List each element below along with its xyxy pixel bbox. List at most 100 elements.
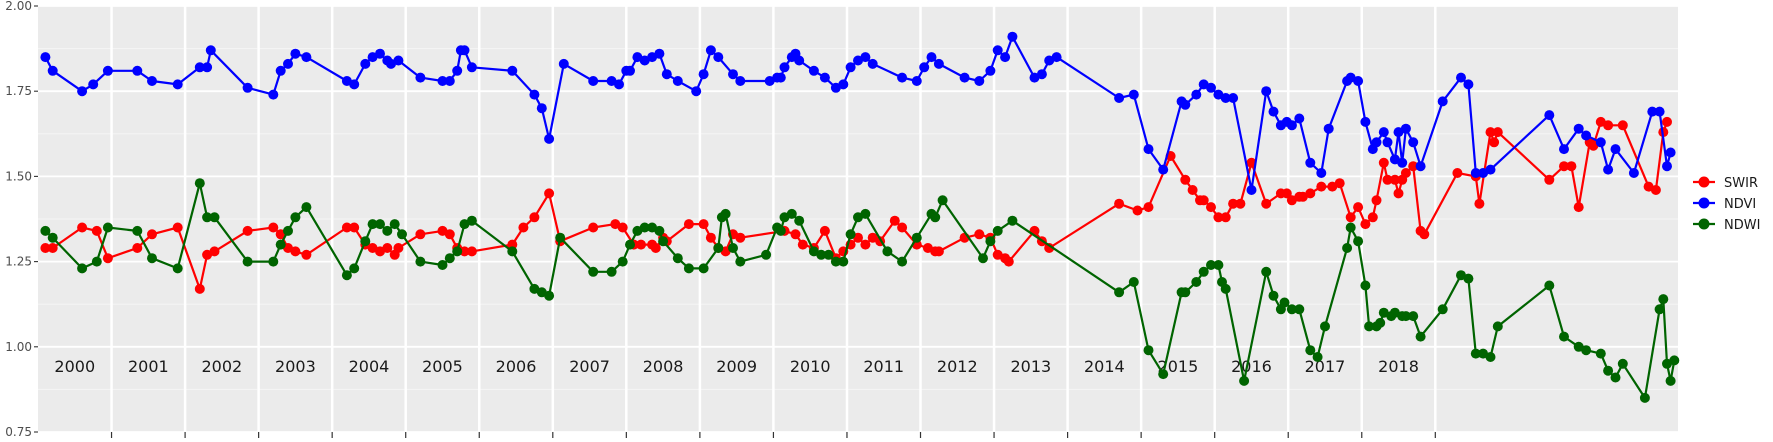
data-point-ndvi — [1191, 89, 1202, 100]
data-point-ndwi — [1463, 273, 1474, 284]
data-point-swir — [349, 222, 360, 233]
year-label: 2011 — [863, 357, 904, 376]
year-label: 2012 — [937, 357, 978, 376]
legend-key-point — [1698, 218, 1710, 230]
data-point-ndvi — [437, 76, 448, 86]
data-point-ndwi — [1191, 277, 1202, 287]
data-point-swir — [1489, 137, 1500, 148]
data-point-ndvi — [1246, 185, 1257, 195]
grid-layer — [38, 5, 1678, 438]
data-point-ndvi — [819, 72, 830, 83]
data-point-ndvi — [933, 58, 944, 69]
year-label: 2004 — [349, 357, 390, 376]
data-point-ndwi — [283, 225, 293, 236]
data-point-ndvi — [507, 65, 518, 76]
data-point-ndvi — [1559, 144, 1569, 155]
data-point-ndvi — [1286, 120, 1297, 131]
data-point-swir — [1180, 174, 1191, 185]
data-point-ndwi — [1669, 355, 1680, 366]
data-point-ndwi — [91, 256, 102, 267]
data-point-swir — [617, 222, 628, 233]
data-point-ndvi — [47, 65, 58, 76]
data-point-ndvi — [88, 79, 99, 90]
data-point-ndvi — [691, 86, 702, 97]
data-point-ndwi — [1470, 348, 1481, 359]
data-point-ndwi — [985, 236, 996, 247]
data-point-swir — [1143, 202, 1154, 213]
data-point-ndvi — [614, 79, 624, 90]
data-point-swir — [242, 225, 253, 236]
data-point-ndwi — [1375, 317, 1386, 328]
data-point-ndwi — [47, 232, 58, 243]
data-point-ndwi — [606, 266, 617, 277]
data-point-ndvi — [375, 48, 385, 59]
data-point-swir — [459, 246, 470, 257]
legend-item-ndvi: NDVI — [1693, 197, 1756, 212]
data-point-ndvi — [1456, 72, 1466, 83]
data-point-ndvi — [1261, 86, 1272, 97]
data-point-ndvi — [1294, 113, 1305, 124]
data-point-ndwi — [77, 263, 88, 274]
data-point-ndwi — [1400, 311, 1411, 322]
data-point-ndwi — [882, 246, 893, 257]
data-point-ndwi — [794, 215, 805, 226]
data-point-ndwi — [816, 249, 827, 260]
data-point-ndvi — [1610, 144, 1621, 155]
data-point-ndvi — [1647, 106, 1658, 117]
data-point-ndwi — [202, 212, 213, 223]
data-point-ndvi — [536, 103, 547, 114]
data-point-ndvi — [1415, 161, 1426, 172]
data-point-ndwi — [415, 256, 426, 267]
data-point-swir — [172, 222, 183, 233]
data-point-ndvi — [1581, 130, 1592, 141]
data-point-swir — [132, 243, 143, 253]
data-point-ndwi — [845, 229, 856, 240]
data-point-ndwi — [452, 246, 463, 257]
data-point-ndwi — [1492, 321, 1503, 332]
data-point-ndwi — [1408, 311, 1419, 322]
data-point-ndvi — [558, 58, 569, 69]
data-point-ndwi — [1180, 287, 1191, 298]
data-point-swir — [301, 249, 312, 260]
data-point-swir — [1559, 161, 1569, 172]
data-point-ndwi — [507, 246, 518, 257]
series-ndvi — [40, 31, 1676, 195]
data-point-swir — [735, 232, 746, 243]
data-point-ndwi — [672, 253, 683, 264]
data-point-ndvi — [1000, 52, 1011, 63]
data-point-ndvi — [1603, 164, 1614, 175]
data-point-ndwi — [1485, 352, 1496, 362]
data-point-ndwi — [617, 256, 628, 267]
data-point-swir — [1114, 198, 1125, 209]
data-point-ndvi — [1544, 110, 1555, 121]
data-point-swir — [1286, 195, 1297, 206]
data-point-swir — [860, 239, 871, 250]
data-point-swir — [1198, 195, 1209, 206]
y-tick-label: 1.25 — [5, 255, 32, 269]
data-point-ndwi — [728, 243, 738, 253]
data-point-ndwi — [683, 263, 694, 274]
data-point-ndvi — [661, 69, 672, 80]
data-point-swir — [1044, 243, 1055, 253]
data-point-swir — [1187, 185, 1198, 195]
data-point-ndvi — [466, 62, 477, 73]
data-point-ndwi — [860, 208, 871, 219]
data-point-swir — [393, 243, 404, 253]
data-point-ndvi — [275, 65, 286, 76]
data-point-ndwi — [713, 243, 724, 253]
data-point-ndwi — [1305, 345, 1316, 356]
data-point-ndvi — [974, 76, 985, 86]
data-point-ndvi — [959, 72, 970, 83]
data-point-ndvi — [1220, 93, 1231, 103]
data-point-ndvi — [588, 76, 599, 86]
data-point-ndvi — [992, 45, 1003, 56]
data-point-ndwi — [1294, 304, 1305, 315]
y-tick-label: 2.00 — [5, 0, 32, 13]
data-point-swir — [1281, 188, 1292, 199]
data-point-swir — [1206, 202, 1216, 213]
data-point-ndwi — [301, 202, 312, 213]
data-point-ndvi — [202, 62, 213, 73]
data-point-ndvi — [349, 79, 360, 90]
data-point-ndvi — [301, 52, 312, 63]
